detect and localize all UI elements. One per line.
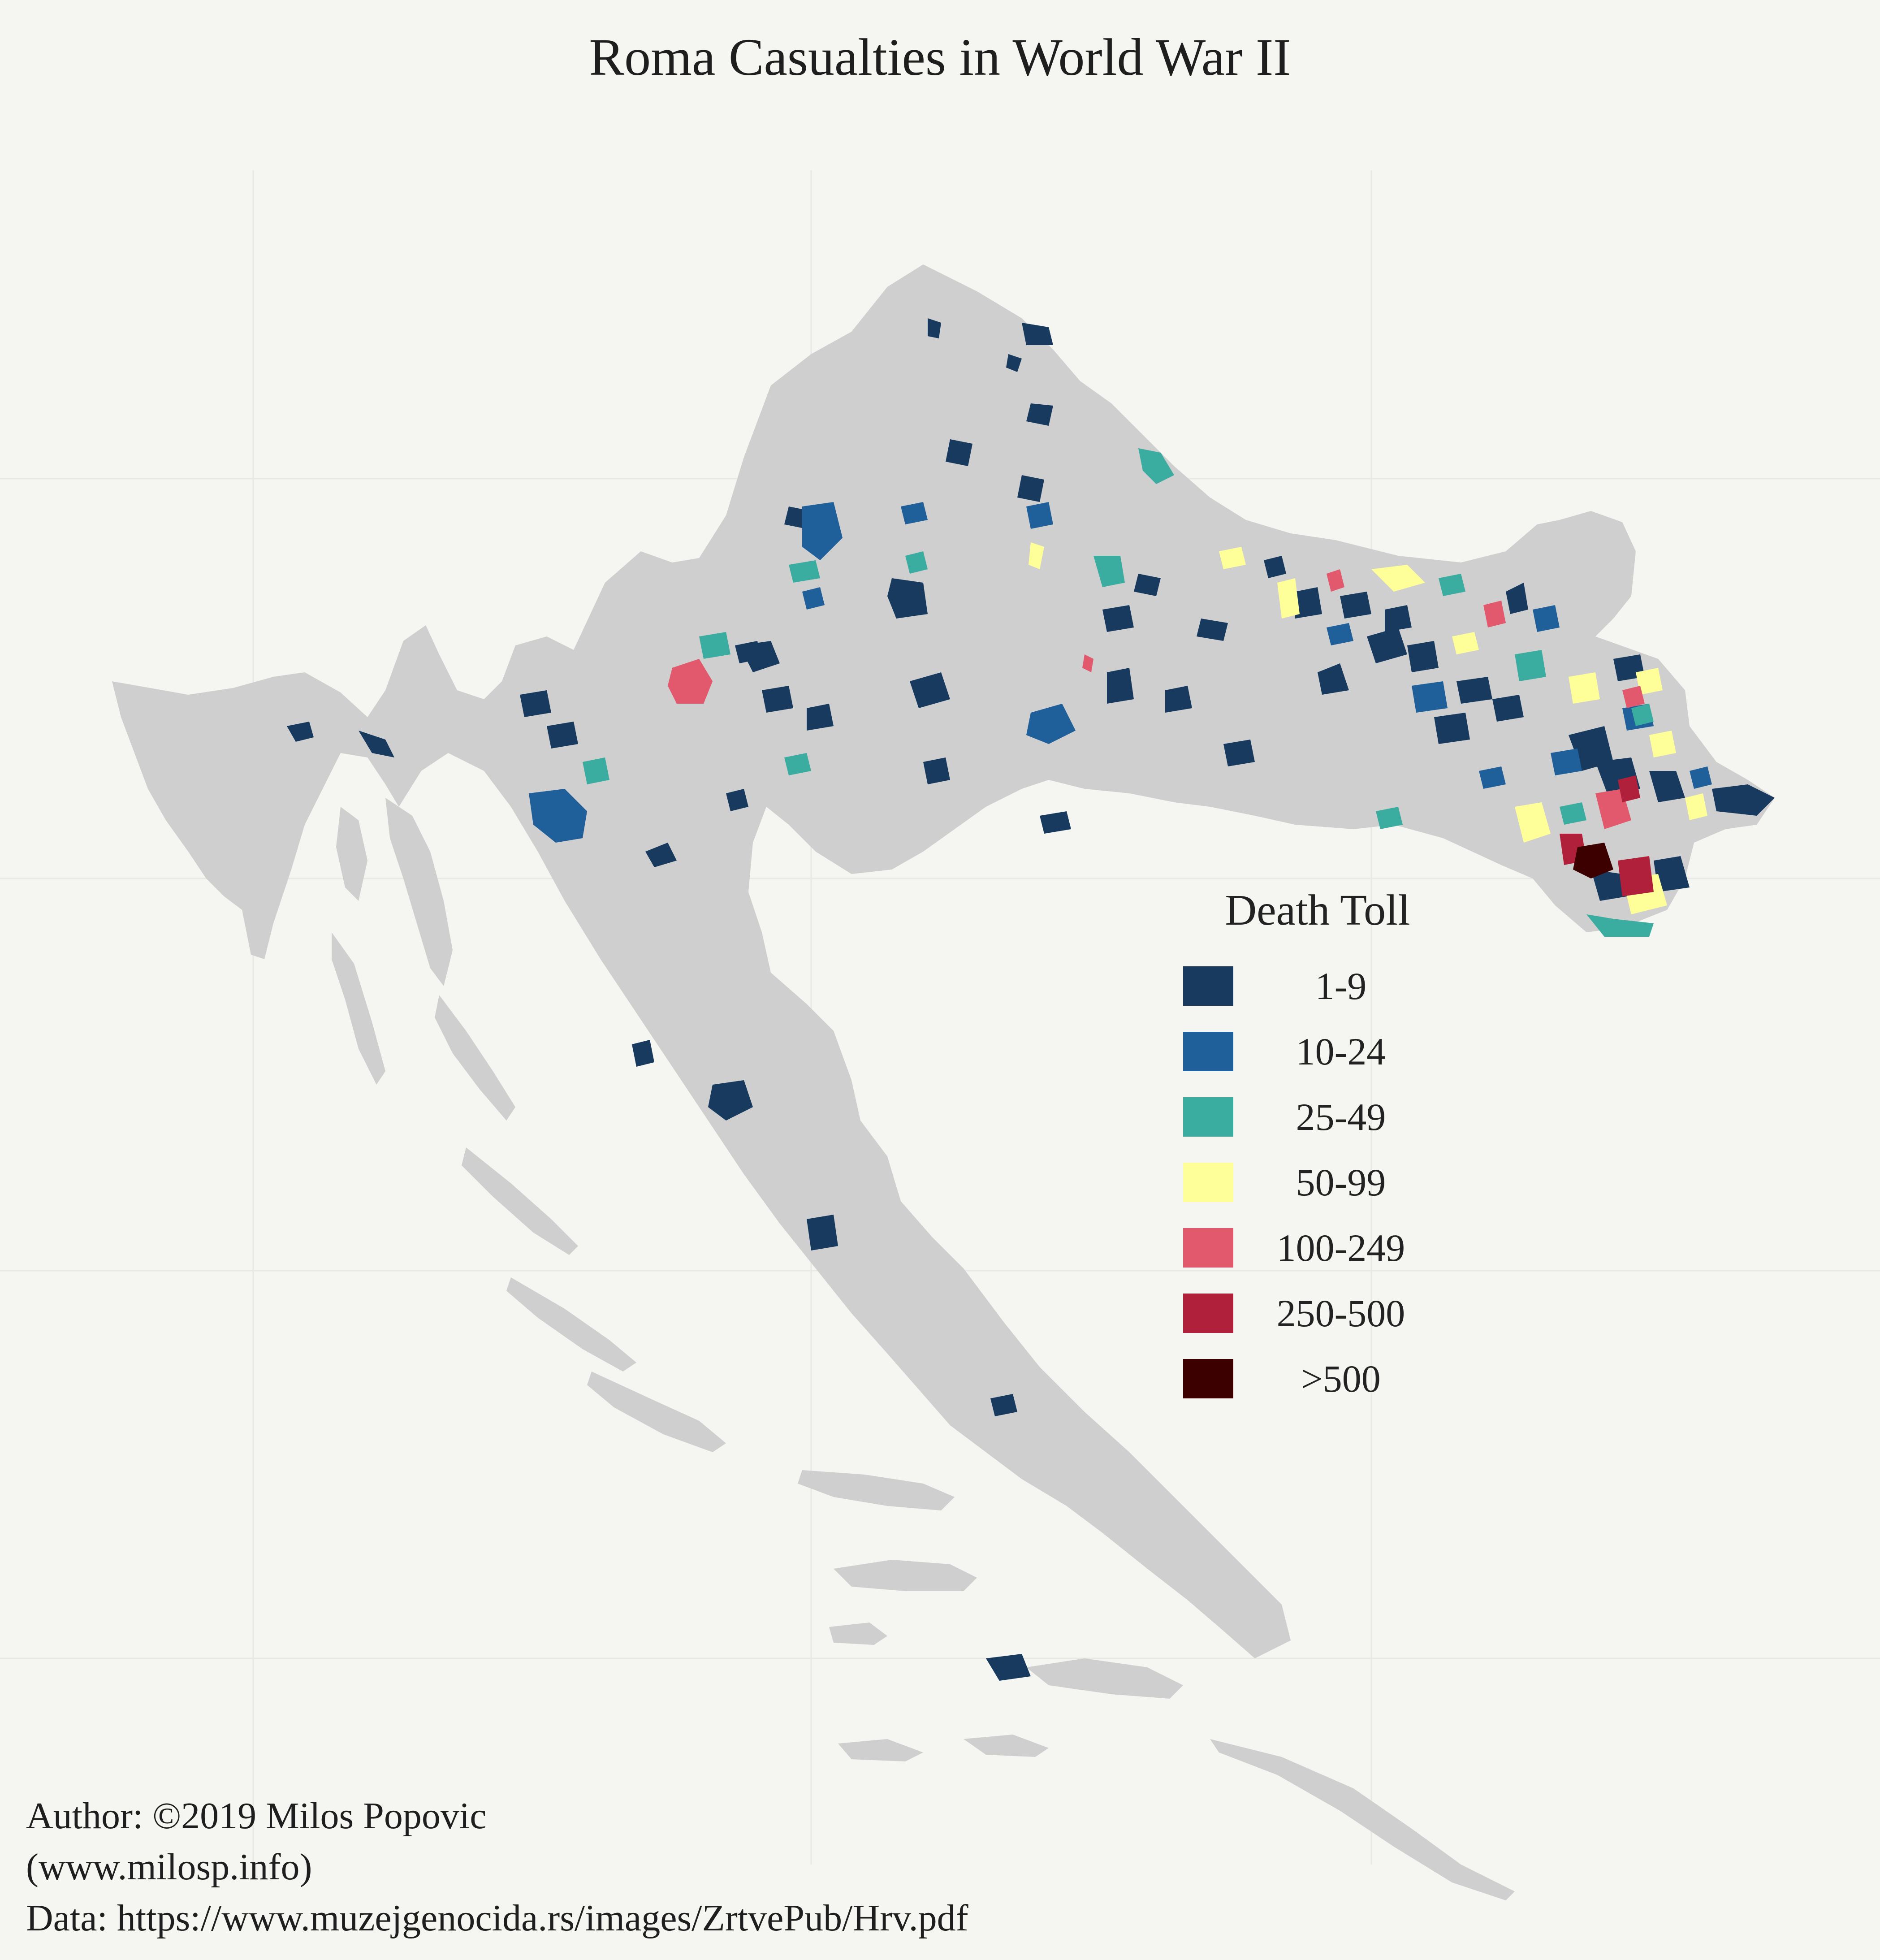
legend-label: 50-99 [1296, 1161, 1386, 1204]
legend-swatch [1183, 1163, 1233, 1202]
legend-label: 1-9 [1315, 965, 1367, 1008]
regions-25-49 [583, 448, 1654, 937]
legend-swatch [1183, 966, 1233, 1006]
regions-over-500 [1573, 843, 1613, 878]
caption-author: Author: ©2019 Milos Popovic [26, 1795, 487, 1837]
regions-250-500 [1560, 775, 1654, 896]
regions-1-9 [287, 318, 1775, 1681]
legend-item: >500 [1183, 1346, 1470, 1411]
legend-swatch [1183, 1097, 1233, 1137]
legend-item: 25-49 [1183, 1084, 1470, 1150]
regions-50-99 [1029, 542, 1707, 914]
legend-item: 250-500 [1183, 1281, 1470, 1346]
legend-swatch [1183, 1359, 1233, 1398]
legend-item: 50-99 [1183, 1150, 1470, 1215]
legend-swatch [1183, 1294, 1233, 1333]
legend-label: 25-49 [1296, 1095, 1386, 1138]
caption: Author: ©2019 Milos Popovic (www.milosp.… [26, 1791, 968, 1944]
legend-label: 250-500 [1276, 1292, 1405, 1335]
page-title: Roma Casualties in World War II [589, 28, 1291, 87]
caption-website: (www.milosp.info) [26, 1846, 312, 1888]
legend: Death Toll 1-9 10-24 25-49 50-99 100-249 250-… [1183, 885, 1470, 1411]
legend-rows: 1-9 10-24 25-49 50-99 100-249 250-500 >500 [1183, 953, 1470, 1411]
islands [332, 798, 1515, 1900]
legend-swatch [1183, 1228, 1233, 1268]
caption-data-source: Data: https://www.muzejgenocida.rs/image… [26, 1897, 968, 1939]
legend-label: 10-24 [1296, 1030, 1386, 1073]
legend-item: 1-9 [1183, 953, 1470, 1019]
legend-title: Death Toll [1225, 886, 1410, 935]
legend-item: 10-24 [1183, 1019, 1470, 1084]
legend-swatch [1183, 1032, 1233, 1071]
legend-item: 100-249 [1183, 1215, 1470, 1281]
regions-100-249 [668, 569, 1645, 829]
legend-label: >500 [1301, 1357, 1381, 1400]
regions-10-24 [529, 502, 1712, 843]
death-toll-regions [287, 318, 1775, 1681]
legend-label: 100-249 [1276, 1226, 1405, 1269]
croatia-mainland [112, 264, 1775, 1658]
